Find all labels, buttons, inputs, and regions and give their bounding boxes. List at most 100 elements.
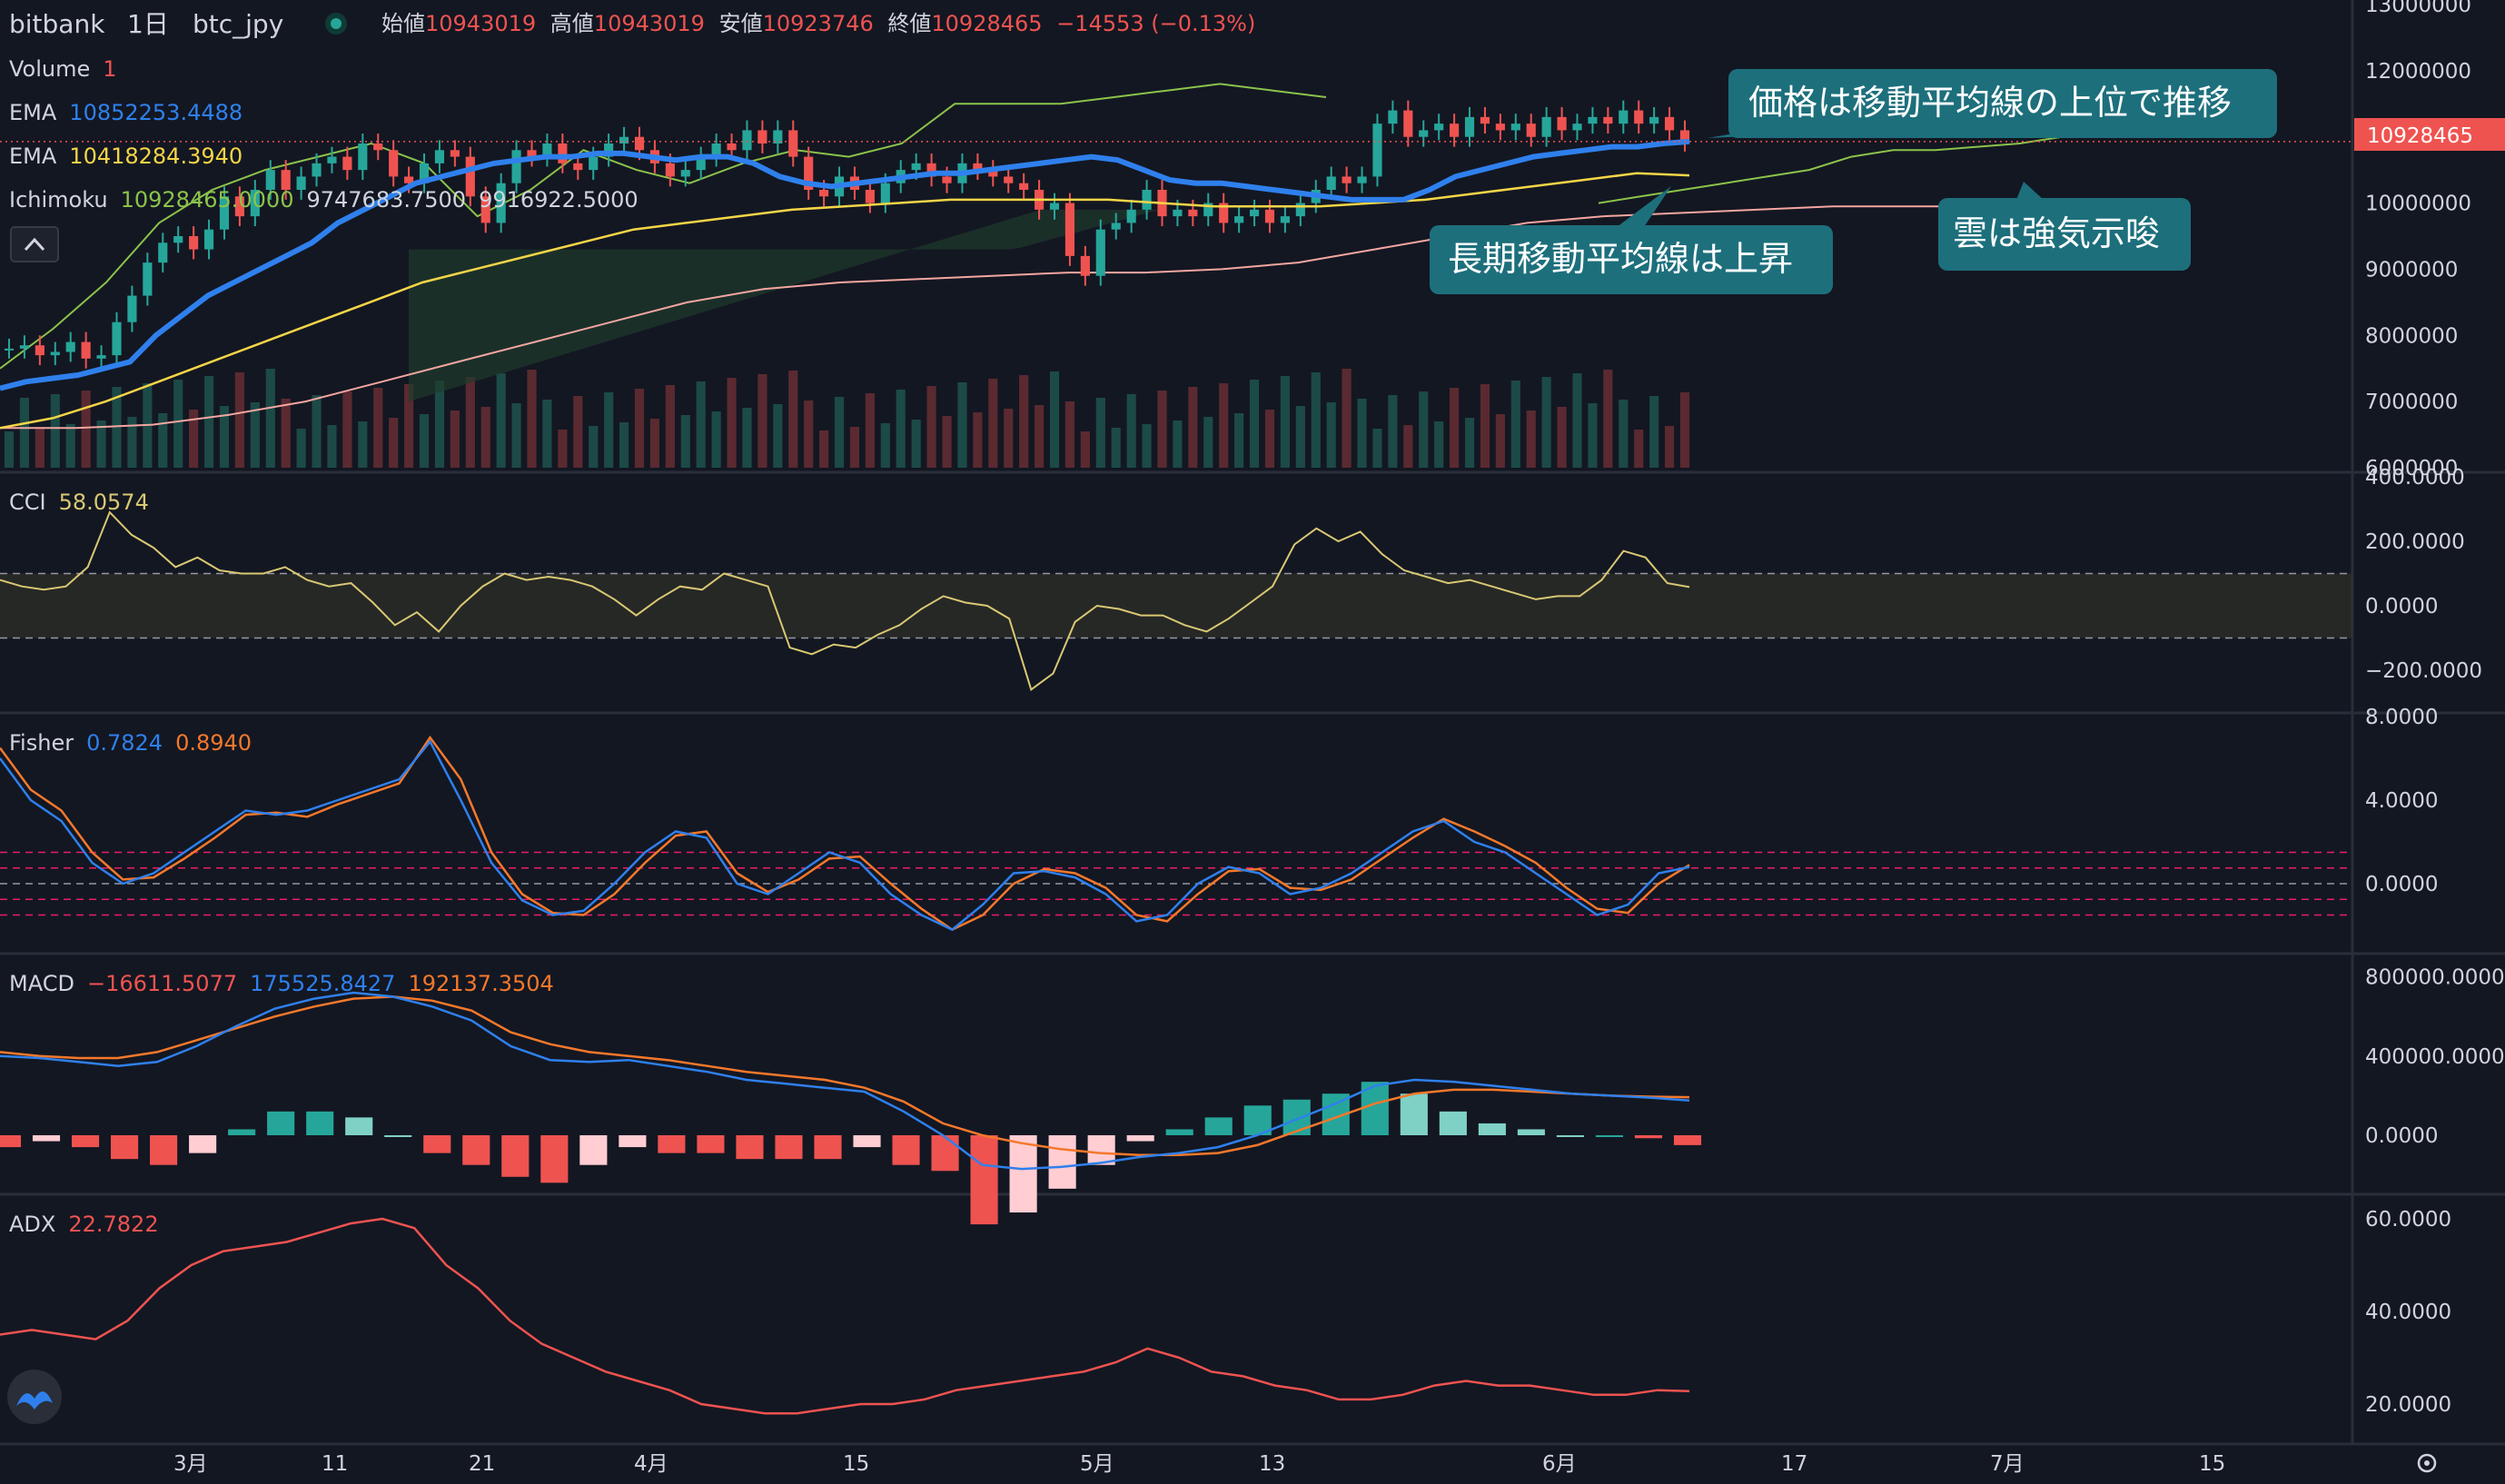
- volume-bar: [1004, 409, 1014, 468]
- time-axis-tick: 13: [1259, 1452, 1285, 1476]
- candle-body: [434, 150, 445, 163]
- volume-bar: [1142, 424, 1152, 468]
- fisher-legend[interactable]: Fisher 0.7824 0.8940: [9, 730, 252, 756]
- volume-bar: [1019, 375, 1029, 468]
- candle-body: [327, 156, 337, 163]
- macd-line: [0, 991, 1690, 1171]
- candle-body: [757, 130, 767, 143]
- macd-histogram-bar: [306, 1111, 334, 1135]
- candle-body: [911, 163, 921, 171]
- volume-bar: [19, 398, 30, 468]
- macd-histogram-bar: [345, 1117, 373, 1135]
- candle-body: [404, 176, 414, 183]
- candle-body: [1434, 124, 1444, 131]
- candle-body: [312, 163, 322, 177]
- candle-body: [1480, 116, 1490, 124]
- axes: 1300000012000000110000001000000090000008…: [173, 0, 2505, 1476]
- collapse-legend-button[interactable]: [10, 226, 59, 262]
- volume-bar: [419, 414, 430, 468]
- candle-body: [1541, 116, 1551, 137]
- volume-bar: [312, 395, 322, 468]
- open-label: 始値: [381, 11, 425, 36]
- candle-body: [1019, 183, 1029, 190]
- svg-text:10928465: 10928465: [2367, 124, 2473, 148]
- candle-body: [819, 190, 829, 197]
- symbol-label[interactable]: btc_jpy: [193, 9, 283, 39]
- volume-bar: [1035, 405, 1045, 468]
- cci-panel[interactable]: [0, 510, 2352, 691]
- macd-histogram-bar: [384, 1135, 412, 1137]
- volume-bar: [1249, 380, 1260, 468]
- candle-body: [219, 196, 230, 230]
- candle-body: [880, 183, 890, 203]
- annotation-price-above-ma[interactable]: 価格は移動平均線の上位で推移: [1708, 69, 2277, 138]
- fisher-panel[interactable]: [0, 735, 2352, 932]
- settings-gear-icon[interactable]: [2417, 1453, 2437, 1473]
- volume-bar: [788, 371, 798, 468]
- candle-body: [1326, 176, 1336, 190]
- volume-bar: [558, 430, 568, 468]
- volume-bar: [542, 400, 552, 468]
- adx-axis-tick: 60.0000: [2365, 1208, 2451, 1232]
- volume-bar: [480, 407, 490, 468]
- candle-body: [81, 341, 91, 359]
- ichimoku-legend[interactable]: Ichimoku 10928465.0000 9747683.7500 9916922…: [9, 187, 639, 213]
- macd-histogram-bar: [775, 1135, 803, 1160]
- candle-body: [1450, 124, 1460, 137]
- candle-body: [496, 183, 506, 223]
- candle-body: [1234, 216, 1244, 223]
- volume-bar: [35, 428, 45, 468]
- candle-body: [1403, 110, 1413, 137]
- time-axis-tick: 6月: [1542, 1452, 1577, 1476]
- volume-bar: [1357, 399, 1367, 468]
- annotation-cloud-bullish[interactable]: 雲は強気示唆: [1938, 182, 2191, 271]
- candle-body: [619, 136, 629, 143]
- volume-bar: [1095, 398, 1105, 468]
- volume-bar: [1173, 420, 1183, 468]
- macd-histogram-bar: [540, 1135, 569, 1183]
- time-axis-tick: 17: [1781, 1452, 1807, 1476]
- ichimoku-cloud: [409, 209, 1161, 402]
- adx-axis-tick: 20.0000: [2365, 1393, 2451, 1417]
- ema-slow-legend[interactable]: EMA 10418284.3940: [9, 143, 243, 169]
- volume-legend[interactable]: Volume 1: [9, 56, 117, 82]
- volume-bar: [773, 404, 783, 468]
- ohlc-legend: 始値10943019 高値10943019 安値10923746 終値10928…: [381, 11, 1255, 36]
- interval-label[interactable]: 1日: [127, 9, 169, 39]
- macd-legend[interactable]: MACD −16611.5077 175525.8427 192137.3504: [9, 971, 554, 996]
- low-value: 10923746: [763, 11, 874, 36]
- volume-bar: [404, 384, 414, 468]
- cci-legend[interactable]: CCI 58.0574: [9, 490, 149, 515]
- candle-body: [143, 262, 153, 296]
- macd-histogram-bar: [892, 1135, 920, 1165]
- volume-bar: [1603, 370, 1613, 468]
- annotation-long-ma-rising[interactable]: 長期移動平均線は上昇: [1430, 186, 1833, 294]
- macd-panel[interactable]: [0, 991, 1702, 1225]
- candle-body: [1510, 124, 1520, 131]
- volume-bar: [819, 430, 829, 468]
- macd-histogram-bar: [1439, 1111, 1467, 1135]
- adx-legend[interactable]: ADX 22.7822: [9, 1212, 159, 1237]
- macd-histogram-bar: [423, 1135, 451, 1153]
- tradingview-logo[interactable]: [7, 1370, 62, 1424]
- fisher-axis-tick: 0.0000: [2365, 873, 2438, 896]
- macd-histogram-bar: [619, 1135, 647, 1148]
- price-panel[interactable]: [0, 83, 2352, 468]
- volume-bar: [1541, 377, 1551, 468]
- volume-bar: [189, 410, 199, 468]
- candle-body: [1557, 116, 1567, 131]
- volume-bar: [1126, 394, 1136, 468]
- price-axis-tick: 6000000: [2365, 457, 2458, 480]
- volume-bar: [634, 389, 645, 468]
- candle-body: [1526, 124, 1536, 137]
- candle-body: [942, 176, 952, 183]
- candle-body: [50, 351, 60, 356]
- volume-bar: [1557, 407, 1567, 468]
- volume-bar: [234, 372, 244, 468]
- adx-panel[interactable]: [0, 1217, 1690, 1415]
- ema-fast-legend[interactable]: EMA 10852253.4488: [9, 100, 243, 125]
- volume-bar: [1157, 391, 1167, 468]
- candle-body: [1095, 229, 1105, 276]
